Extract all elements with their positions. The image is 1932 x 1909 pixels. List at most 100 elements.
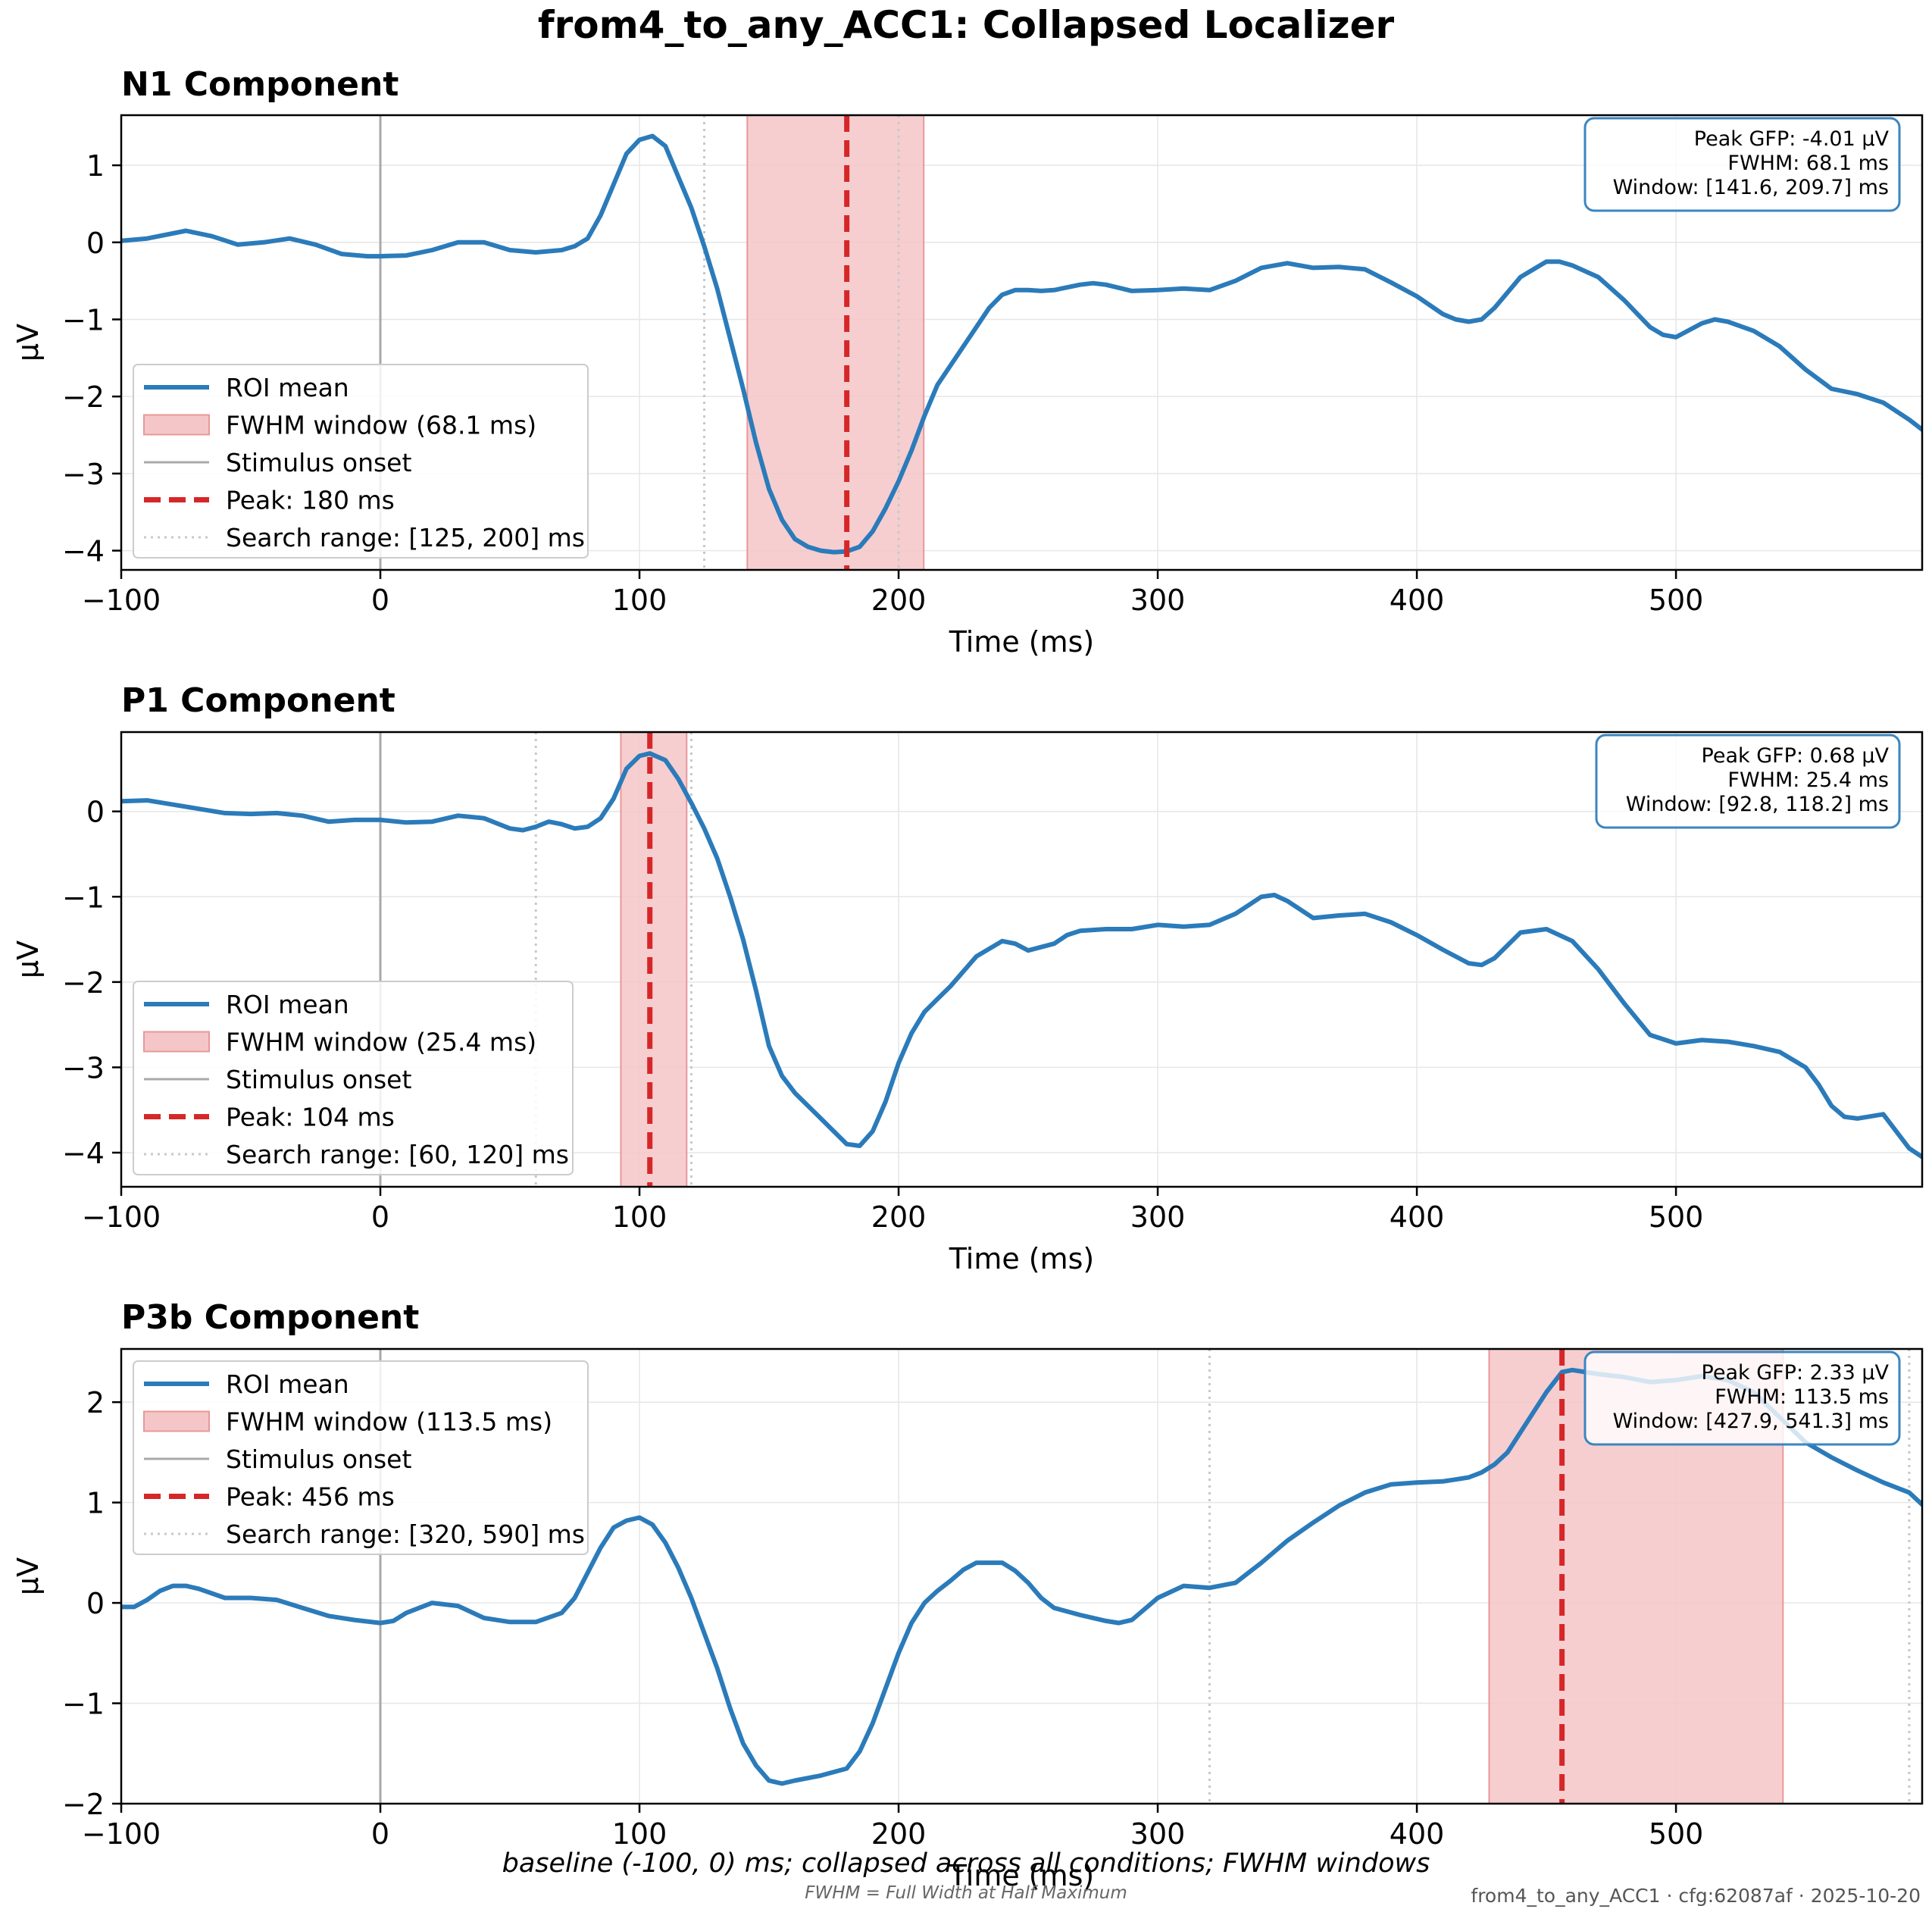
x-tick-label: 0	[371, 584, 389, 617]
legend-frame	[133, 1360, 589, 1555]
x-tick-label: 0	[371, 1817, 389, 1851]
legend-label: FWHM window (68.1 ms)	[226, 411, 536, 440]
footer-meta: from4_to_any_ACC1 · cfg:62087af · 2025-1…	[1471, 1885, 1921, 1907]
y-tick-label: −3	[62, 1051, 105, 1084]
legend-label: FWHM window (113.5 ms)	[226, 1407, 552, 1437]
x-tick-label: 500	[1649, 584, 1704, 617]
roi-mean-line	[121, 133, 1922, 555]
info-line: FWHM: 68.1 ms	[1727, 152, 1889, 175]
legend-label: Stimulus onset	[226, 448, 411, 477]
plot-area	[121, 732, 1922, 1187]
legend-label: Stimulus onset	[226, 1065, 411, 1094]
x-tick-label: 0	[371, 1200, 389, 1234]
y-tick-label: 1	[86, 149, 105, 183]
figure-title: from4_to_any_ACC1: Collapsed Localizer	[538, 3, 1395, 47]
y-tick-label: −1	[62, 881, 105, 914]
panel-title: N1 Component	[121, 65, 399, 104]
x-axis-label: Time (ms)	[949, 1859, 1095, 1892]
panel-p3b: P3b Component −100 0 100 200 300 400 500 −2 −1 0 1…	[11, 1298, 1924, 1892]
y-tick-label: −3	[62, 458, 105, 491]
y-tick-label: −1	[62, 303, 105, 336]
x-tick-label: 200	[871, 584, 927, 617]
panel-n1: N1 Component −100 0 100 200 300 400 500−4−3−2−…	[11, 65, 1924, 659]
x-tick-label: 400	[1390, 584, 1445, 617]
legend-label: ROI mean	[226, 990, 349, 1019]
info-line: FWHM: 113.5 ms	[1715, 1385, 1889, 1409]
info-line: Peak GFP: 2.33 µV	[1702, 1361, 1890, 1385]
legend-swatch-fwhm	[143, 1031, 210, 1053]
roi-mean-line	[121, 751, 1922, 1159]
x-tick-label: 200	[871, 1817, 927, 1851]
fwhm-window	[620, 732, 688, 1187]
info-line: Window: [427.9, 541.3] ms	[1613, 1410, 1889, 1433]
plot-area	[121, 115, 1922, 570]
legend-label: Search range: [320, 590] ms	[226, 1519, 585, 1549]
legend: ROI mean FWHM window (68.1 ms) Stimulus on…	[133, 364, 589, 559]
x-tick-label: −100	[82, 1200, 161, 1234]
y-axis-label: µV	[11, 1557, 45, 1595]
info-line: Window: [92.8, 118.2] ms	[1626, 793, 1889, 816]
info-frame	[1583, 1350, 1901, 1446]
info-line: FWHM: 25.4 ms	[1727, 768, 1889, 792]
panel-title: P3b Component	[121, 1298, 419, 1337]
legend: ROI mean FWHM window (113.5 ms) Stimulus o…	[133, 1360, 589, 1555]
ticks: −100 0 100 200 300 400 500 −2 −1 0 1 2	[62, 1386, 1703, 1851]
ticks: −100 0 100 200 300 400 500 −4 −3 −2 −1 0 1	[62, 149, 1703, 617]
x-tick-label: 100	[612, 1817, 667, 1851]
panel-title: P1 Component	[121, 681, 395, 720]
y-tick-label: 0	[86, 227, 105, 260]
footer-caption: baseline (-100, 0) ms; collapsed across …	[502, 1848, 1430, 1879]
info-frame	[1583, 117, 1901, 212]
panel-p1: P1 Component −100 0 100 200 300 400 500−4−3−2−…	[11, 681, 1924, 1275]
x-tick-label: 200	[871, 1200, 927, 1234]
axes-frame	[120, 731, 1924, 1188]
legend-label: Peak: 104 ms	[226, 1103, 395, 1132]
y-tick-label: 2	[86, 1386, 105, 1419]
y-tick-label: −4	[62, 1137, 105, 1170]
y-tick-label: −2	[62, 1788, 105, 1821]
x-tick-label: 100	[612, 584, 667, 617]
x-tick-label: 300	[1130, 1200, 1186, 1234]
legend-frame	[133, 981, 574, 1175]
legend-swatch-fwhm	[143, 414, 210, 436]
y-tick-label: −2	[62, 380, 105, 414]
legend: ROI mean FWHM window (25.4 ms) Stimulus on…	[133, 981, 574, 1175]
legend-label: ROI mean	[226, 373, 349, 402]
footer-note: FWHM = Full Width at Half Maximum	[805, 1883, 1127, 1903]
roi-mean-line	[121, 1367, 1922, 1786]
x-tick-label: 400	[1390, 1200, 1445, 1234]
legend-swatch-fwhm	[143, 1410, 210, 1432]
y-tick-label: 0	[86, 1587, 105, 1620]
y-tick-label: 0	[86, 796, 105, 829]
x-axis-label: Time (ms)	[949, 625, 1095, 659]
x-tick-label: −100	[82, 1817, 161, 1851]
info-line: Window: [141.6, 209.7] ms	[1613, 176, 1889, 199]
x-tick-label: −100	[82, 584, 161, 617]
y-tick-label: −4	[62, 535, 105, 568]
info-frame	[1595, 734, 1901, 829]
info-line: Peak GFP: -4.01 µV	[1694, 127, 1890, 151]
ticks: −100 0 100 200 300 400 500 −4 −3 −2 −1 0	[62, 796, 1703, 1234]
x-tick-label: 500	[1649, 1200, 1704, 1234]
x-tick-label: 100	[612, 1200, 667, 1234]
x-tick-label: 300	[1130, 584, 1186, 617]
legend-label: Search range: [125, 200] ms	[226, 523, 585, 552]
y-tick-label: 1	[86, 1487, 105, 1520]
y-tick-label: −1	[62, 1688, 105, 1721]
legend-label: Peak: 180 ms	[226, 486, 395, 515]
y-axis-label: µV	[11, 940, 45, 978]
legend-frame	[133, 364, 589, 559]
legend-label: ROI mean	[226, 1369, 349, 1399]
y-tick-label: −2	[62, 966, 105, 1000]
axes-frame	[120, 1347, 1924, 1805]
x-tick-label: 500	[1649, 1817, 1704, 1851]
info-line: Peak GFP: 0.68 µV	[1702, 744, 1890, 768]
y-axis-label: µV	[11, 324, 45, 361]
legend-label: Search range: [60, 120] ms	[226, 1140, 569, 1169]
x-tick-label: 300	[1130, 1817, 1186, 1851]
legend-label: FWHM window (25.4 ms)	[226, 1028, 536, 1057]
